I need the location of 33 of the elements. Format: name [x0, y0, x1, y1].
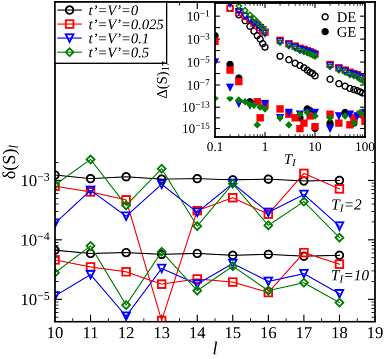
annotation: T$_{I}$=2 [332, 199, 362, 212]
x-tick-label: 12 [119, 327, 134, 338]
y-tick-label: 10$^{−7}$ [188, 79, 210, 90]
legend-label: t’=V’=0 [89, 5, 138, 16]
y-tick-label: 10$^{−13}$ [183, 101, 210, 112]
legend-label: DE [337, 12, 356, 22]
y-tick-label: 10$^{−1}$ [188, 10, 210, 21]
x-tick-label: 18 [332, 327, 348, 338]
legend-label: t’=V’=0.025 [89, 19, 164, 30]
legend-label: t’=V’=0.1 [89, 34, 148, 44]
x-tick-label: 15 [226, 327, 240, 338]
y-tick-label: 10$^{−3}$ [188, 33, 210, 44]
x-tick-label: 11 [84, 327, 98, 338]
x-tick-label: 10 [310, 142, 322, 152]
y-tick-label: 10$^{−15}$ [183, 122, 210, 134]
y-tick-label: 10$^{−5}$ [188, 56, 210, 67]
y-tick-label: 10$^{−4}$ [22, 232, 50, 246]
y-axis-title: δ(S)$_{l}$ [2, 145, 19, 179]
legend-label: GE [337, 27, 356, 37]
x-tick-label: 13 [154, 327, 170, 338]
y-tick-label: 10$^{−3}$ [22, 172, 50, 186]
x-tick-label: 17 [297, 327, 312, 338]
x-axis-title: l [213, 342, 218, 354]
x-tick-label: 14 [190, 327, 206, 338]
x-axis-title: T$_{I}$ [284, 154, 296, 166]
x-tick-label: 0.1 [207, 142, 222, 152]
x-tick-label: 16 [261, 327, 276, 338]
x-tick-label: 1 [262, 142, 268, 152]
x-tick-label: 10 [48, 327, 63, 338]
legend-label: t’=V’=0.5 [89, 48, 149, 58]
y-tick-label: 10$^{−5}$ [22, 292, 50, 306]
x-tick-label: 19 [368, 327, 383, 338]
annotation: T$_{I}$=10 [332, 270, 369, 282]
